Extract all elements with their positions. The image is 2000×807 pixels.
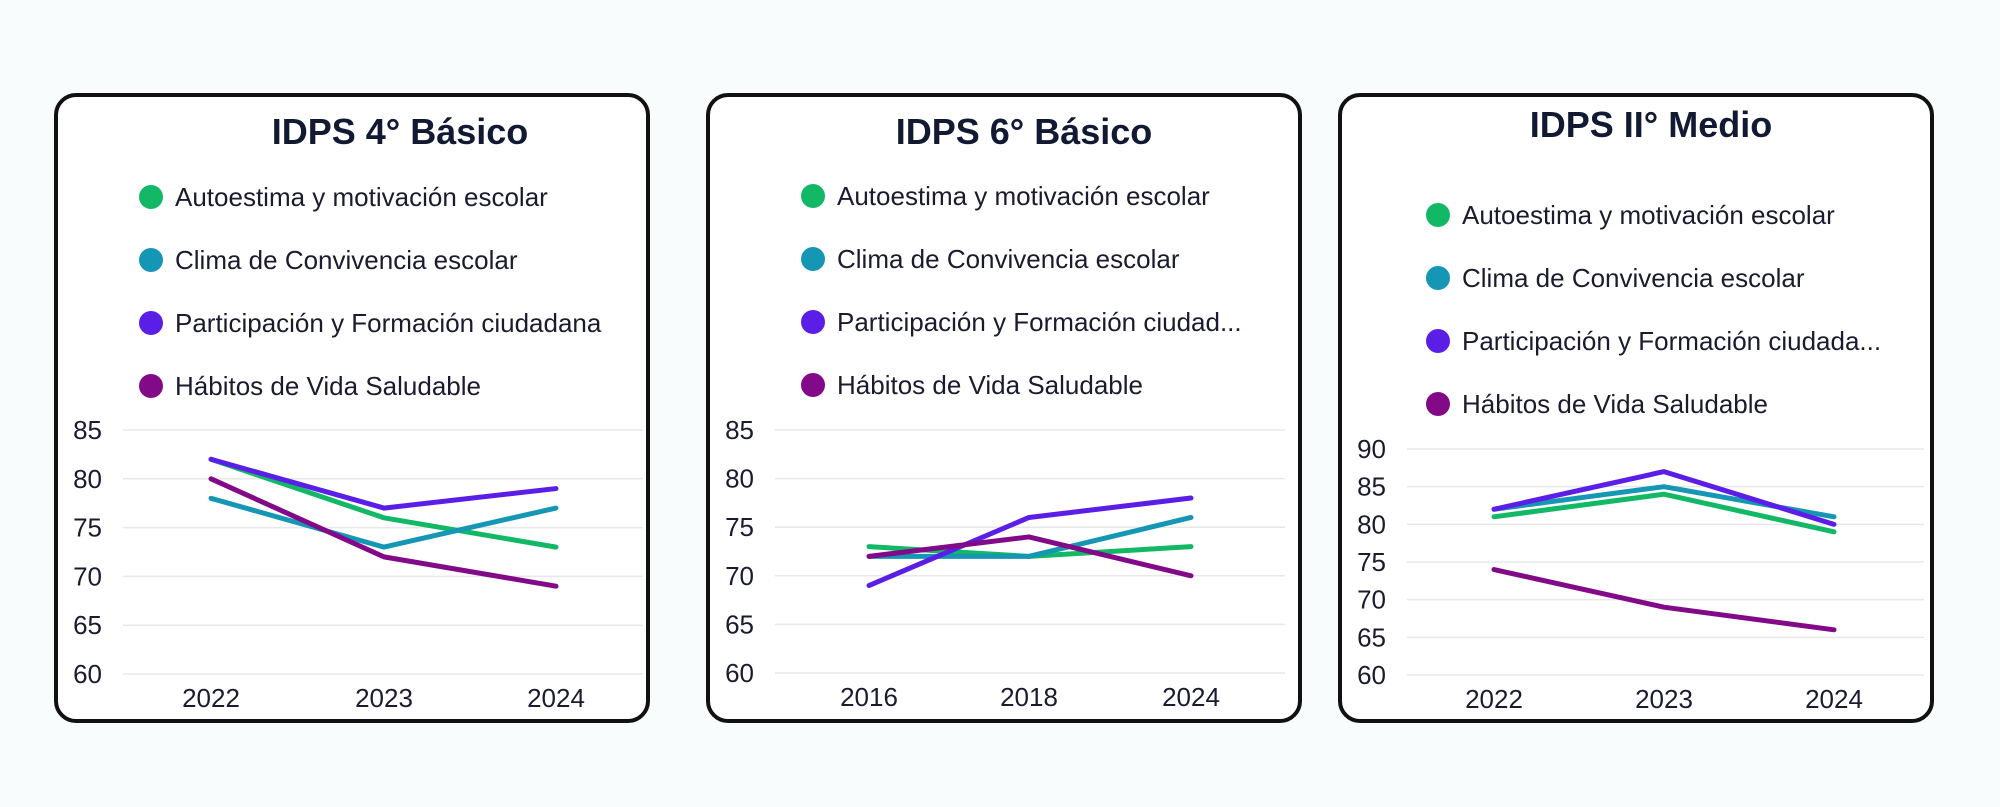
legend-marker <box>1426 203 1450 227</box>
legend-marker <box>139 185 163 209</box>
y-tick-label: 70 <box>1357 585 1386 615</box>
series-line-3 <box>208 456 559 511</box>
chart-title: IDPS 6° Básico <box>896 111 1153 152</box>
legend-label: Participación y Formación ciudad... <box>837 307 1242 337</box>
chart-card-ii-medio: IDPS II° Medio Autoestima y motivación es… <box>1338 93 1934 723</box>
series-line-3 <box>866 495 1194 589</box>
y-tick-label: 60 <box>725 658 754 688</box>
y-tick-label: 85 <box>725 415 754 445</box>
series-line-1 <box>208 456 559 550</box>
y-tick-label: 80 <box>725 464 754 494</box>
y-tick-label: 75 <box>725 512 754 542</box>
series-line-1 <box>1491 491 1837 535</box>
x-tick-label: 2022 <box>1465 684 1523 714</box>
series-line-4 <box>866 534 1194 579</box>
legend-label: Clima de Convivencia escolar <box>175 245 518 275</box>
legend-label: Autoestima y motivación escolar <box>1462 200 1835 230</box>
series-line-4 <box>1491 567 1837 633</box>
legend-marker <box>801 310 825 334</box>
line-chart-ii-medio: IDPS II° Medio Autoestima y motivación es… <box>1357 104 1924 714</box>
y-tick-label: 65 <box>1357 622 1386 652</box>
legend-label: Hábitos de Vida Saludable <box>1462 389 1768 419</box>
line-chart-6-basico: IDPS 6° Básico Autoestima y motivación es… <box>725 111 1285 712</box>
legend-label: Hábitos de Vida Saludable <box>837 370 1143 400</box>
x-tick-label: 2024 <box>1805 684 1863 714</box>
x-tick-label: 2018 <box>1000 682 1058 712</box>
y-tick-label: 75 <box>73 513 102 543</box>
y-tick-label: 60 <box>73 659 102 689</box>
y-tick-label: 65 <box>725 609 754 639</box>
chart-title: IDPS 4° Básico <box>272 111 529 152</box>
y-tick-label: 80 <box>73 464 102 494</box>
legend-marker <box>801 184 825 208</box>
chart-card-6-basico: IDPS 6° Básico Autoestima y motivación es… <box>706 93 1302 723</box>
x-tick-label: 2016 <box>840 682 898 712</box>
legend-label: Hábitos de Vida Saludable <box>175 371 481 401</box>
legend-marker <box>139 248 163 272</box>
legend-marker <box>801 247 825 271</box>
legend-label: Clima de Convivencia escolar <box>1462 263 1805 293</box>
y-tick-label: 70 <box>725 561 754 591</box>
series-line-4 <box>208 476 559 589</box>
y-tick-label: 90 <box>1357 434 1386 464</box>
x-tick-label: 2022 <box>182 683 240 713</box>
y-tick-label: 85 <box>73 415 102 445</box>
line-chart-4-basico: IDPS 4° Básico Autoestima y motivación es… <box>73 111 643 713</box>
series-line-2 <box>866 514 1194 559</box>
legend-marker <box>139 311 163 335</box>
chart-card-4-basico: IDPS 4° Básico Autoestima y motivación es… <box>54 93 650 723</box>
legend-marker <box>1426 329 1450 353</box>
series-line-2 <box>208 495 559 550</box>
legend-label: Participación y Formación ciudada... <box>1462 326 1881 356</box>
legend-label: Autoestima y motivación escolar <box>175 182 548 212</box>
y-tick-label: 80 <box>1357 509 1386 539</box>
x-tick-label: 2024 <box>527 683 585 713</box>
y-tick-label: 85 <box>1357 472 1386 502</box>
legend-marker <box>801 373 825 397</box>
x-tick-label: 2023 <box>1635 684 1693 714</box>
legend-marker <box>139 374 163 398</box>
series-line-3 <box>1491 469 1837 527</box>
x-tick-label: 2023 <box>355 683 413 713</box>
legend-label: Participación y Formación ciudadana <box>175 308 602 338</box>
y-tick-label: 65 <box>73 610 102 640</box>
y-tick-label: 70 <box>73 561 102 591</box>
legend-marker <box>1426 266 1450 290</box>
x-tick-label: 2024 <box>1162 682 1220 712</box>
y-tick-label: 75 <box>1357 547 1386 577</box>
legend-marker <box>1426 392 1450 416</box>
y-tick-label: 60 <box>1357 660 1386 690</box>
chart-title: IDPS II° Medio <box>1530 104 1772 145</box>
legend-label: Clima de Convivencia escolar <box>837 244 1180 274</box>
legend-label: Autoestima y motivación escolar <box>837 181 1210 211</box>
